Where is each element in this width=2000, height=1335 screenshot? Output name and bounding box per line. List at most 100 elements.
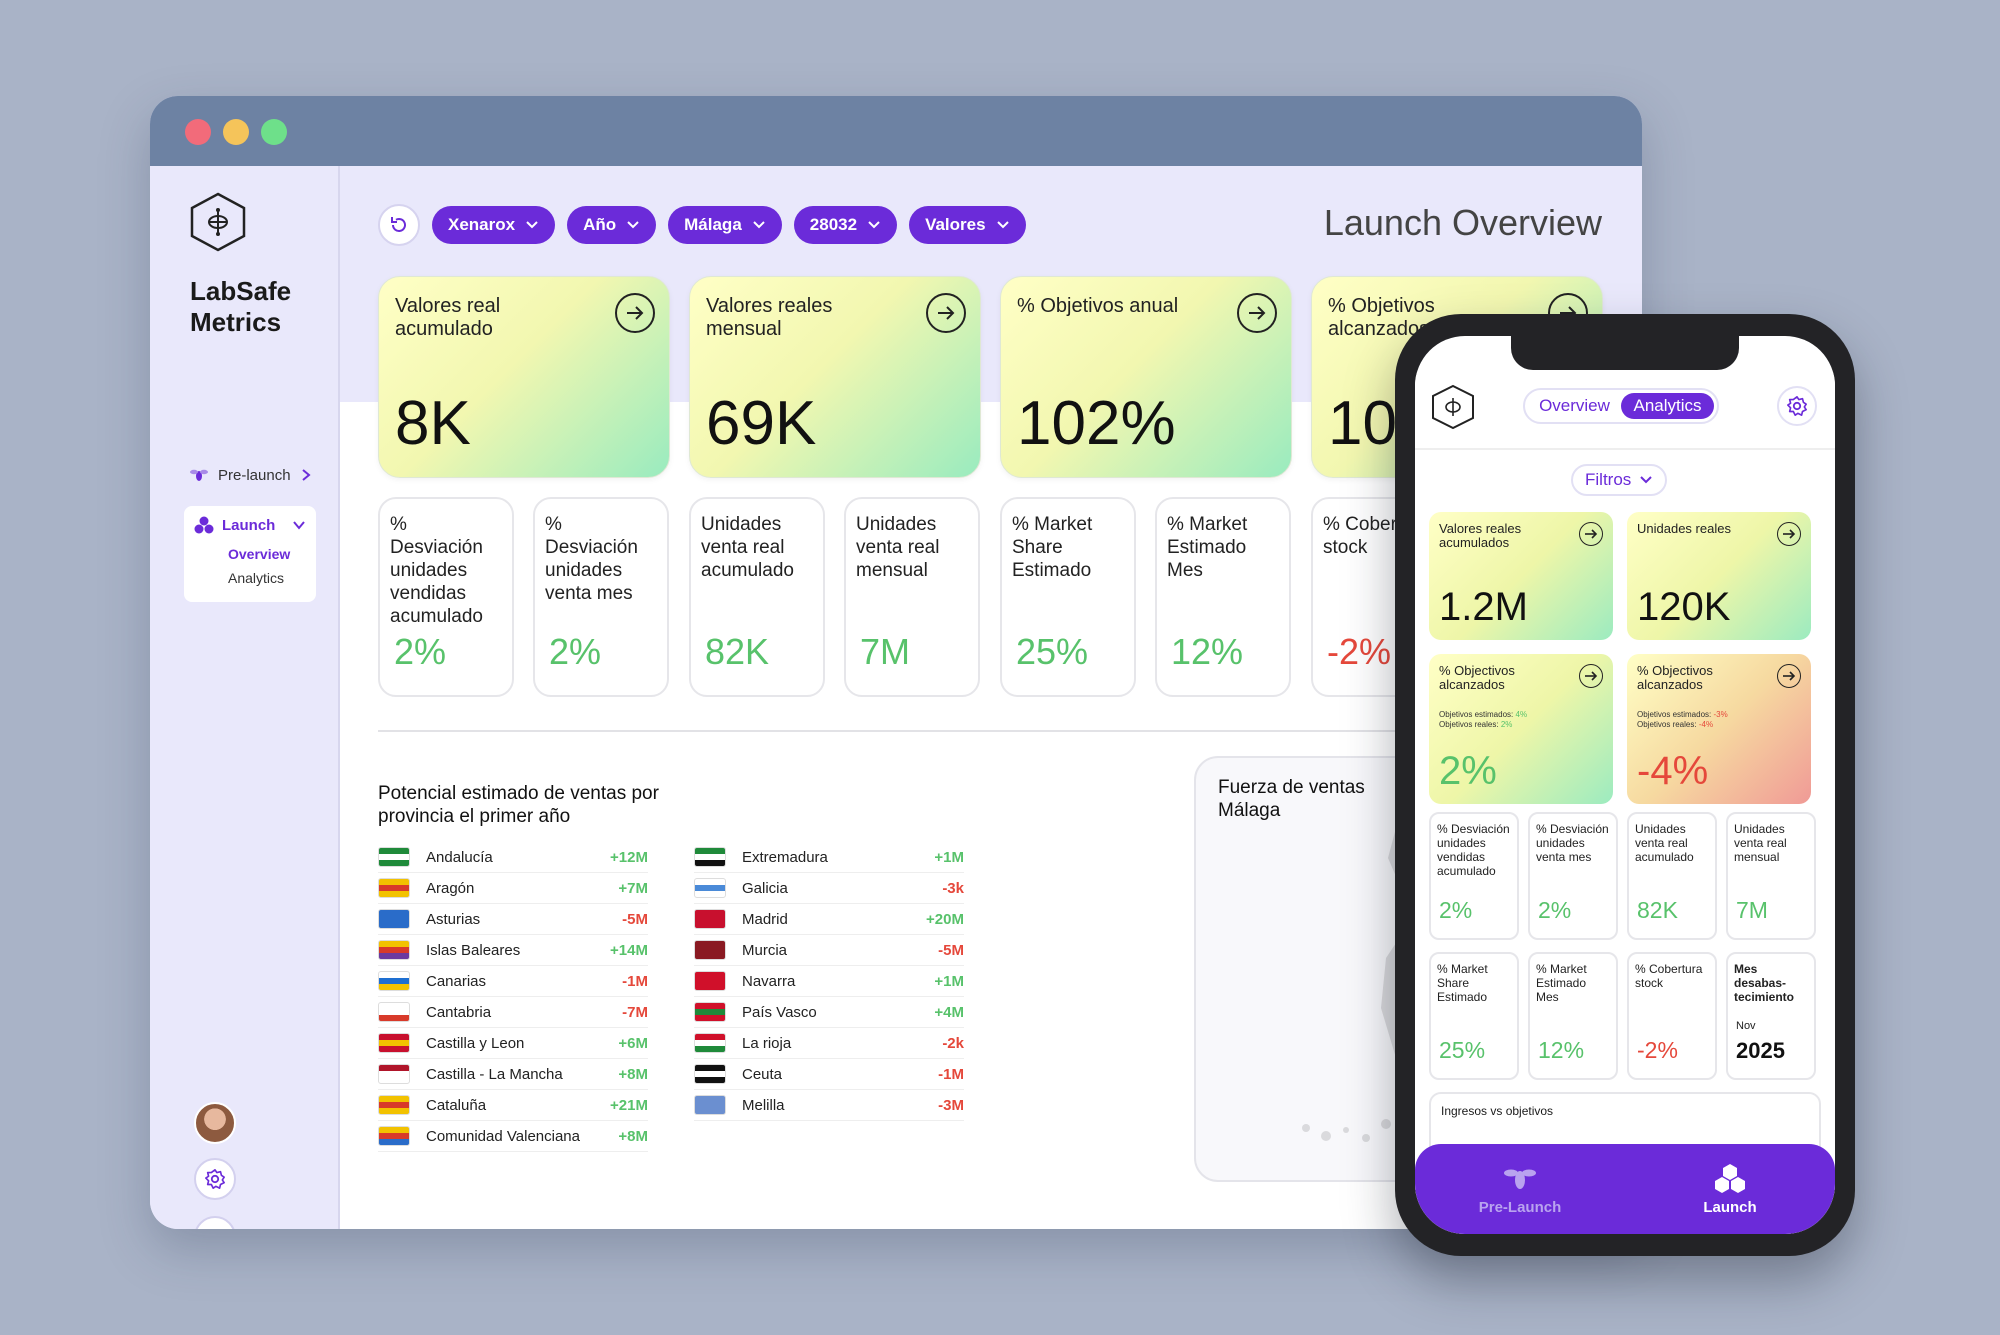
phone-metric-card[interactable]: Unidades venta real acumulado 82K [1627, 812, 1717, 940]
flag-icon [694, 909, 726, 929]
list-item[interactable]: País Vasco +4M [694, 997, 964, 1028]
phone-metric-card[interactable]: % Desviación unidades venta mes 2% [1528, 812, 1618, 940]
phone-metric-card[interactable]: % Cobertura stock -2% [1627, 952, 1717, 1080]
filters-dropdown[interactable]: Filtros [1571, 464, 1668, 496]
list-item[interactable]: La rioja -2k [694, 1028, 964, 1059]
metric-card[interactable]: % Desviación unidades venta mes 2% [533, 497, 669, 697]
province-value: -5M [938, 941, 964, 959]
sidebar-subitem-analytics[interactable]: Analytics [228, 570, 285, 586]
settings-button[interactable] [1777, 386, 1817, 426]
metric-card[interactable]: % Market Share Estimado 25% [1000, 497, 1136, 697]
flag-icon [378, 1126, 410, 1146]
logout-button[interactable] [194, 1216, 236, 1229]
sidebar-group-launch: Launch Overview Analytics [184, 506, 316, 602]
filter-product[interactable]: Xenarox [432, 206, 556, 244]
minimize-window-button[interactable] [223, 119, 249, 145]
province-value: -2k [942, 1034, 964, 1052]
kpi-card[interactable]: Valores reales mensual 69K [689, 276, 981, 478]
phone-kpi-card[interactable]: % Objectivos alcanzados Objetivos estima… [1429, 654, 1613, 804]
toggle-analytics[interactable]: Analytics [1621, 393, 1714, 419]
flag-icon [378, 940, 410, 960]
list-item[interactable]: Cataluña +21M [378, 1090, 648, 1121]
kpi-value: 8K [395, 389, 471, 458]
phone-metric-card[interactable]: % Desviación unidades vendidas acumulado… [1429, 812, 1519, 940]
list-item[interactable]: Madrid +20M [694, 904, 964, 935]
list-item[interactable]: Andalucía +12M [378, 842, 648, 873]
phone-kpi-card[interactable]: % Objectivos alcanzados Objetivos estima… [1627, 654, 1811, 804]
phone-metric-card[interactable]: % Market Estimado Mes 12% [1528, 952, 1618, 1080]
avatar[interactable] [194, 1102, 236, 1144]
list-item[interactable]: Murcia -5M [694, 935, 964, 966]
kpi-card[interactable]: Valores real acumulado 8K [378, 276, 670, 478]
flag-icon [378, 1064, 410, 1084]
metric-card[interactable]: Unidades venta real mensual 7M [844, 497, 980, 697]
list-item[interactable]: Cantabria -7M [378, 997, 648, 1028]
filter-metric[interactable]: Valores [909, 206, 1026, 244]
arrow-right-icon[interactable] [1777, 664, 1801, 688]
flag-icon [694, 971, 726, 991]
sidebar-item-launch[interactable]: Launch [194, 516, 306, 534]
province-value: +8M [618, 1127, 648, 1145]
list-item[interactable]: Comunidad Valenciana +8M [378, 1121, 648, 1152]
province-value: -5M [622, 910, 648, 928]
metric-value: 2025 [1736, 1038, 1785, 1063]
kpi-value: 10 [1328, 389, 1397, 458]
phone-kpi-card[interactable]: Valores reales acumulados 1.2M [1429, 512, 1613, 640]
kpi-label: % Objetivos anual [1017, 295, 1179, 317]
province-name: Navarra [742, 972, 796, 990]
tab-prelaunch[interactable]: Pre-Launch [1415, 1144, 1625, 1234]
metric-card[interactable]: % Desviación unidades vendidas acumulado… [378, 497, 514, 697]
filter-province[interactable]: Málaga [668, 206, 782, 244]
sidebar-subitem-overview[interactable]: Overview [228, 546, 291, 562]
phone-metric-card[interactable]: Unidades venta real mensual 7M [1726, 812, 1816, 940]
tab-launch[interactable]: Launch [1625, 1144, 1835, 1234]
phone-kpi-card[interactable]: Unidades reales 120K [1627, 512, 1811, 640]
kpi-card[interactable]: % Objetivos anual 102% [1000, 276, 1292, 478]
arrow-right-icon[interactable] [1579, 664, 1603, 688]
settings-button[interactable] [194, 1158, 236, 1200]
metric-value: 12% [1171, 631, 1244, 672]
list-item[interactable]: Extremadura +1M [694, 842, 964, 873]
list-item[interactable]: Galicia -3k [694, 873, 964, 904]
list-item[interactable]: Navarra +1M [694, 966, 964, 997]
filter-label: Valores [925, 215, 986, 234]
metric-card[interactable]: Unidades venta real acumulado 82K [689, 497, 825, 697]
arrow-right-icon[interactable] [1237, 293, 1277, 333]
metric-value: 82K [705, 631, 770, 672]
phone-metric-card[interactable]: Mes desabas-tecimiento Nov 2025 [1726, 952, 1816, 1080]
metric-label: % Cobertura stock [1635, 962, 1703, 990]
view-toggle[interactable]: Overview Analytics [1523, 388, 1719, 424]
list-item[interactable]: Melilla -3M [694, 1090, 964, 1121]
sidebar-item-prelaunch[interactable]: Pre-launch [190, 466, 311, 484]
list-item[interactable]: Castilla y Leon +6M [378, 1028, 648, 1059]
phone-metric-card[interactable]: % Market Share Estimado 25% [1429, 952, 1519, 1080]
list-item[interactable]: Islas Baleares +14M [378, 935, 648, 966]
list-item[interactable]: Asturias -5M [378, 904, 648, 935]
maximize-window-button[interactable] [261, 119, 287, 145]
metric-value: 2% [549, 631, 602, 672]
arrow-right-icon[interactable] [926, 293, 966, 333]
flag-icon [378, 1095, 410, 1115]
filter-year[interactable]: Año [567, 206, 657, 244]
filter-postal-code[interactable]: 28032 [793, 206, 898, 244]
province-name: Cantabria [426, 1003, 492, 1021]
arrow-right-icon[interactable] [615, 293, 655, 333]
list-item[interactable]: Ceuta -1M [694, 1059, 964, 1090]
metric-value: 25% [1016, 631, 1089, 672]
detail-value: 2% [1500, 720, 1513, 729]
close-window-button[interactable] [185, 119, 211, 145]
flag-icon [694, 878, 726, 898]
detail-value: 4% [1515, 710, 1528, 719]
flag-icon [694, 1002, 726, 1022]
arrow-right-icon[interactable] [1777, 522, 1801, 546]
arrow-right-icon[interactable] [1579, 522, 1603, 546]
toggle-overview[interactable]: Overview [1539, 396, 1610, 415]
list-item[interactable]: Castilla - La Mancha +8M [378, 1059, 648, 1090]
province-list-right: Extremadura +1M Galicia -3k Madrid +20M Murcia… [694, 842, 964, 1121]
sidebar-item-label: Launch [222, 516, 276, 534]
refresh-icon [391, 217, 406, 232]
metric-card[interactable]: % Market Estimado Mes 12% [1155, 497, 1291, 697]
list-item[interactable]: Canarias -1M [378, 966, 648, 997]
list-item[interactable]: Aragón +7M [378, 873, 648, 904]
refresh-button[interactable] [378, 204, 420, 246]
